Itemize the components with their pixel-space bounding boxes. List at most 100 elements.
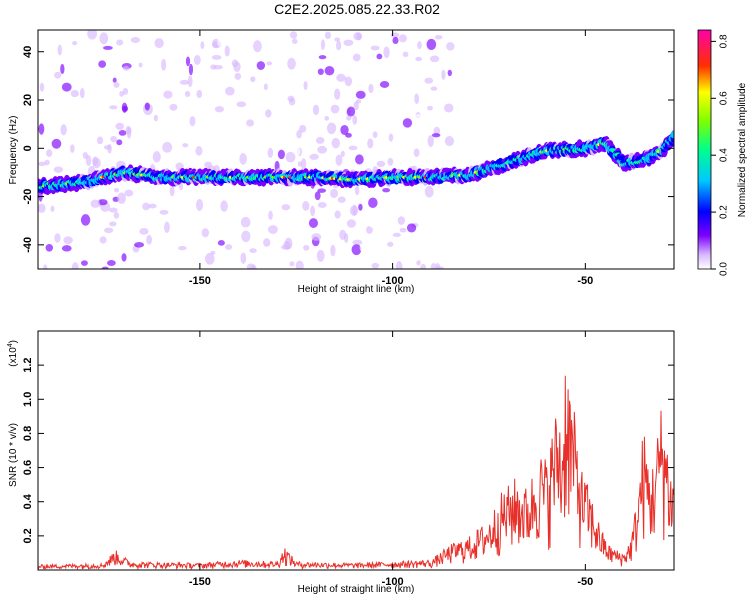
- spectrogram-speckle: [366, 225, 373, 234]
- spectrogram-speckle: [358, 203, 363, 211]
- spectrogram-speckle: [80, 214, 91, 226]
- spectrogram-speckle: [432, 253, 440, 265]
- x-tick-label: -50: [577, 275, 593, 287]
- spectrogram-speckle: [182, 143, 189, 148]
- spectrogram-speckle: [382, 187, 391, 193]
- spectrogram-speckle: [416, 260, 421, 266]
- spectrogram-speckle: [38, 161, 46, 167]
- spectrogram-speckle: [324, 31, 331, 40]
- spectrogram-speckle: [53, 166, 64, 173]
- spectrogram-speckle: [161, 58, 167, 71]
- spectrogram-speckle: [403, 152, 412, 162]
- spectrogram-speckle: [85, 154, 92, 166]
- spectrogram-speckle: [429, 55, 440, 63]
- spectrogram-speckle: [99, 236, 107, 244]
- spectrogram-speckle: [387, 157, 394, 166]
- spectrogram-speckle: [430, 86, 438, 91]
- spectrogram-speckle: [134, 76, 144, 82]
- snr-panel: -150 -100 -50 0.2 0.4 0.6 0.8 1.0 1.2 Height of …: [7, 330, 675, 595]
- snr-y-axis-label: SNR (10 * v/v): [8, 423, 19, 487]
- spectrogram-speckle: [220, 200, 228, 212]
- spectrogram-speckle: [98, 60, 107, 68]
- colorbar: 0.0 0.2 0.4 0.6 0.8 Normalized spectral ampl…: [697, 29, 748, 276]
- x-tick-label: -50: [577, 576, 593, 588]
- spectrogram-speckle: [311, 233, 322, 241]
- spectrogram-speckle: [311, 31, 321, 42]
- spectrogram-speckle: [441, 69, 446, 80]
- spectrogram-speckle: [189, 116, 196, 127]
- spectrogram-speckle: [326, 122, 337, 135]
- snr-series-line: [38, 375, 674, 570]
- spectrogram-speckle: [354, 185, 360, 196]
- spectrogram-speckle: [413, 113, 424, 120]
- spectrogram-speckle: [331, 137, 340, 149]
- colorbar-tick-label: 0.6: [719, 91, 730, 105]
- spectrogram-speckle: [114, 188, 120, 193]
- spectrogram-speckle: [119, 90, 125, 97]
- spectrogram-speckle: [368, 83, 374, 94]
- spectrogram-speckle: [346, 115, 352, 121]
- spectrogram-speckle: [89, 60, 95, 71]
- spectrogram-speckle: [217, 38, 223, 47]
- spectrogram-speckle: [225, 151, 235, 159]
- spectrogram-speckle: [184, 90, 191, 98]
- spectrogram-speckle: [359, 243, 365, 252]
- spectrogram-speckle: [317, 68, 324, 75]
- spectrogram-speckle: [236, 101, 247, 108]
- y-tick-label: 1.0: [22, 392, 34, 407]
- spectrogram-speckle: [118, 130, 127, 136]
- spectrogram-speckle: [256, 61, 266, 70]
- spectrogram-speckle: [70, 144, 75, 153]
- spectrogram-speckle: [107, 143, 112, 154]
- spectrogram-speckle: [378, 68, 384, 75]
- spectrogram-speckle: [210, 250, 216, 255]
- spectrogram-speckle: [317, 202, 327, 208]
- spectrogram-speckle: [99, 32, 109, 45]
- spectrogram-speckle: [110, 135, 118, 143]
- spectrogram-speckle: [125, 92, 134, 102]
- snr-ticks: -150 -100 -50 0.2 0.4 0.6 0.8 1.0 1.2: [22, 331, 674, 588]
- spectrogram-speckle: [79, 87, 85, 99]
- snr-frame: [37, 330, 675, 571]
- spectrogram-speckle: [334, 88, 341, 100]
- spectrogram-speckle: [267, 225, 278, 234]
- colorbar-tick-label: 0.2: [719, 205, 730, 219]
- snr-y-scale-base: (x10: [8, 347, 19, 367]
- spectrogram-speckle: [314, 191, 321, 201]
- y-tick-label: 0.2: [22, 528, 34, 543]
- spectrogram-speckle: [102, 45, 113, 50]
- spectrogram-speckle: [109, 221, 117, 227]
- spectrogram-speckle: [162, 141, 173, 153]
- spectrogram-speckle: [324, 65, 335, 76]
- spectrogram-speckle: [444, 103, 454, 113]
- spectrogram-speckle: [415, 56, 423, 62]
- spectrogram-speckle: [355, 90, 366, 99]
- spectrogram-speckle: [116, 139, 123, 146]
- spectrogram-speckle: [414, 202, 425, 212]
- spectrogram-speckle: [383, 46, 390, 59]
- spectrogram-speckle: [405, 131, 412, 144]
- spectrogram-speckle: [434, 34, 443, 40]
- spectrogram-speckle: [51, 138, 62, 149]
- spectrogram-speckle: [92, 156, 99, 166]
- spectrogram-speckle: [317, 188, 327, 193]
- spectrogram-speckle: [334, 210, 341, 219]
- spectrogram-speckle: [43, 264, 48, 269]
- spectrogram-speckle: [316, 250, 325, 262]
- spectrogram-speckle: [268, 210, 273, 221]
- spectrogram-speckle: [60, 124, 67, 136]
- spectrogram-speckle: [108, 207, 118, 213]
- spectrogram-speckle: [290, 31, 298, 39]
- spectrogram-speckle: [317, 145, 328, 154]
- spectrogram-speckle: [447, 69, 452, 77]
- spectrogram-speckle: [414, 93, 420, 105]
- spectrogram-speckle: [116, 39, 124, 46]
- spectrogram-speckle: [57, 205, 66, 211]
- spectrogram-speckle: [196, 89, 203, 99]
- spectrogram-speckle: [273, 204, 282, 217]
- spectrogram-speckle: [169, 185, 175, 197]
- spectrogram-speckle: [346, 106, 356, 117]
- spectrogram-speckle: [353, 101, 359, 111]
- spectrogram-speckle: [250, 76, 256, 83]
- spectrogram-speckle: [353, 32, 363, 41]
